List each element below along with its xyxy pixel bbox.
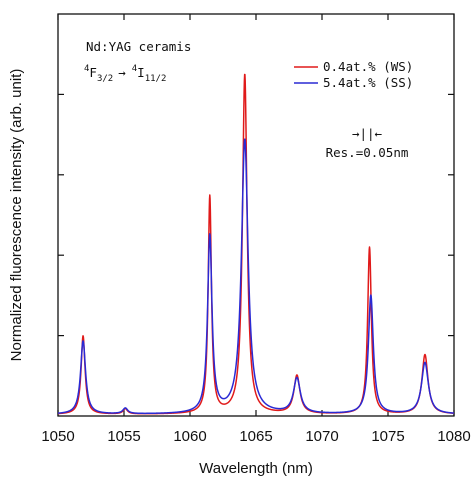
legend-label-0: 0.4at.% (WS) <box>323 59 413 74</box>
series-group <box>57 73 455 415</box>
transition-to-sup: 4 <box>132 64 137 74</box>
x-tick-label-1070: 1070 <box>305 428 338 445</box>
resolution-label: Res.=0.05nm <box>326 145 409 160</box>
x-tick-label-1065: 1065 <box>239 428 272 445</box>
x-tick-labels: 1050 1055 1060 1065 1070 1075 1080 <box>41 428 470 445</box>
x-tick-label-1075: 1075 <box>371 428 404 445</box>
transition-label: 4F3/2 → 4I11/2 <box>84 64 166 84</box>
x-tick-label-1050: 1050 <box>41 428 74 445</box>
resolution-symbol: →||← <box>352 126 383 141</box>
series-line-0 <box>57 73 455 415</box>
x-tick-label-1060: 1060 <box>173 428 206 445</box>
series-line-1 <box>57 138 455 415</box>
transition-to-sub: 11/2 <box>145 74 167 84</box>
transition-from-sub: 3/2 <box>97 74 113 84</box>
transition-to-base: I <box>137 65 145 80</box>
x-tick-label-1080: 1080 <box>437 428 470 445</box>
y-axis-title: Normalized fluorescence intensity (arb. … <box>8 69 25 362</box>
x-tick-label-1055: 1055 <box>107 428 140 445</box>
legend-label-1: 5.4at.% (SS) <box>323 75 413 90</box>
legend: 0.4at.% (WS) 5.4at.% (SS) <box>294 59 413 90</box>
transition-from-base: F <box>89 65 97 80</box>
transition-arrow: → <box>118 65 126 80</box>
transition-from-sup: 4 <box>84 64 89 74</box>
x-axis-title: Wavelength (nm) <box>199 460 313 477</box>
material-label: Nd:YAG ceramis <box>86 39 191 54</box>
y-tick-marks <box>58 93 454 337</box>
